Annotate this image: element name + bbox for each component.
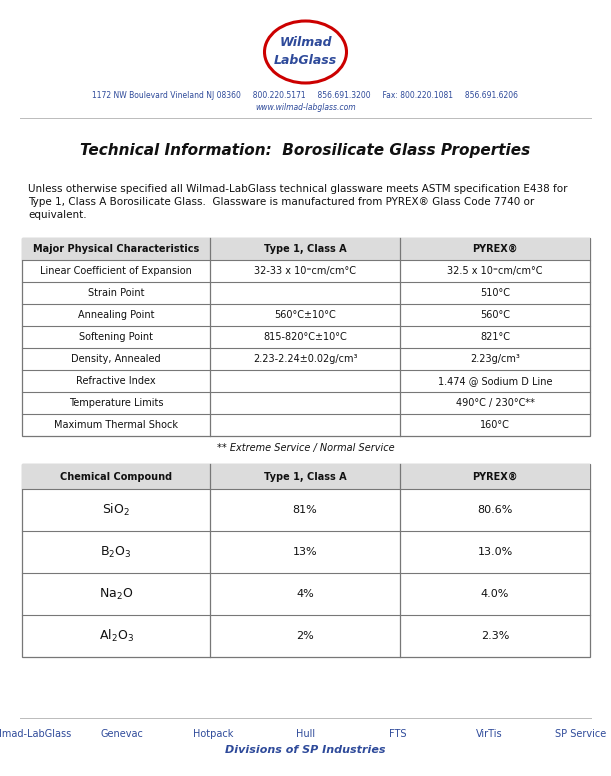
Text: 2.3%: 2.3%	[481, 631, 509, 641]
Text: Density, Annealed: Density, Annealed	[71, 354, 161, 364]
Text: Type 1, Class A Borosilicate Glass.  Glassware is manufactured from PYREX® Glass: Type 1, Class A Borosilicate Glass. Glas…	[28, 197, 534, 207]
Text: ** Extreme Service / Normal Service: ** Extreme Service / Normal Service	[217, 443, 394, 453]
Text: Wilmad-LabGlass: Wilmad-LabGlass	[0, 729, 72, 739]
Text: Type 1, Class A: Type 1, Class A	[264, 472, 346, 481]
Text: Hull: Hull	[296, 729, 315, 739]
Text: 32-33 x 10⁼cm/cm°C: 32-33 x 10⁼cm/cm°C	[254, 266, 356, 276]
Text: 80.6%: 80.6%	[477, 505, 513, 515]
Text: 81%: 81%	[293, 505, 317, 515]
Text: 2.23g/cm³: 2.23g/cm³	[470, 354, 520, 364]
Text: Wilmad: Wilmad	[279, 36, 332, 50]
Text: Na$_2$O: Na$_2$O	[99, 587, 133, 601]
Text: Softening Point: Softening Point	[79, 332, 153, 342]
Text: Strain Point: Strain Point	[88, 288, 144, 298]
Text: www.wilmad-labglass.com: www.wilmad-labglass.com	[255, 103, 356, 113]
Text: Linear Coefficient of Expansion: Linear Coefficient of Expansion	[40, 266, 192, 276]
Text: VirTis: VirTis	[476, 729, 502, 739]
Text: 13%: 13%	[293, 547, 317, 557]
Text: 2.23-2.24±0.02g/cm³: 2.23-2.24±0.02g/cm³	[253, 354, 357, 364]
Text: 821°C: 821°C	[480, 332, 510, 342]
FancyBboxPatch shape	[22, 238, 590, 260]
Text: 560°C±10°C: 560°C±10°C	[274, 310, 336, 320]
FancyBboxPatch shape	[22, 464, 590, 489]
Text: SP Service: SP Service	[555, 729, 607, 739]
Text: Technical Information:  Borosilicate Glass Properties: Technical Information: Borosilicate Glas…	[81, 143, 530, 158]
Text: Refractive Index: Refractive Index	[76, 376, 156, 386]
Text: 1.474 @ Sodium D Line: 1.474 @ Sodium D Line	[437, 376, 552, 386]
Text: Maximum Thermal Shock: Maximum Thermal Shock	[54, 420, 178, 430]
Text: FTS: FTS	[389, 729, 406, 739]
Text: 490°C / 230°C**: 490°C / 230°C**	[456, 398, 535, 408]
Text: SiO$_2$: SiO$_2$	[102, 502, 130, 518]
FancyBboxPatch shape	[22, 464, 590, 657]
FancyBboxPatch shape	[22, 238, 590, 436]
Text: 815-820°C±10°C: 815-820°C±10°C	[263, 332, 347, 342]
Text: Divisions of SP Industries: Divisions of SP Industries	[225, 745, 386, 755]
Text: PYREX®: PYREX®	[472, 472, 518, 481]
Text: 13.0%: 13.0%	[477, 547, 513, 557]
Text: Hotpack: Hotpack	[194, 729, 234, 739]
Text: 32.5 x 10⁼cm/cm°C: 32.5 x 10⁼cm/cm°C	[447, 266, 543, 276]
Text: 160°C: 160°C	[480, 420, 510, 430]
Text: 2%: 2%	[296, 631, 314, 641]
Text: Genevac: Genevac	[100, 729, 143, 739]
Text: 4%: 4%	[296, 589, 314, 599]
Text: PYREX®: PYREX®	[472, 244, 518, 254]
Text: LabGlass: LabGlass	[274, 54, 337, 68]
Text: Type 1, Class A: Type 1, Class A	[264, 244, 346, 254]
Text: Temperature Limits: Temperature Limits	[69, 398, 163, 408]
Text: 560°C: 560°C	[480, 310, 510, 320]
Text: equivalent.: equivalent.	[28, 210, 87, 220]
Text: B$_2$O$_3$: B$_2$O$_3$	[100, 545, 132, 559]
Text: 4.0%: 4.0%	[481, 589, 509, 599]
Text: 1172 NW Boulevard Vineland NJ 08360     800.220.5171     856.691.3200     Fax: 8: 1172 NW Boulevard Vineland NJ 08360 800.…	[92, 92, 519, 101]
Text: Chemical Compound: Chemical Compound	[60, 472, 172, 481]
Text: Annealing Point: Annealing Point	[78, 310, 154, 320]
Text: Al$_2$O$_3$: Al$_2$O$_3$	[98, 628, 133, 644]
Text: 510°C: 510°C	[480, 288, 510, 298]
Text: Major Physical Characteristics: Major Physical Characteristics	[33, 244, 199, 254]
Text: Unless otherwise specified all Wilmad-LabGlass technical glassware meets ASTM sp: Unless otherwise specified all Wilmad-La…	[28, 184, 568, 194]
